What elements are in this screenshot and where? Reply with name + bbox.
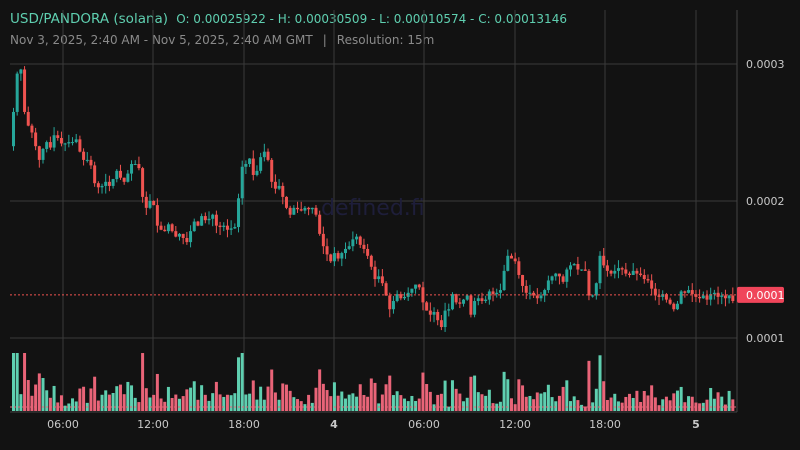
time-tick-label: 4 [330,418,338,431]
current-price-badge: 0.0001 [737,286,785,303]
time-axis[interactable]: 06:00 12:00 18:00 4 06:00 12:00 18:00 5 [47,418,700,431]
ohlc-values: O: 0.00025922 - H: 0.00030509 - L: 0.000… [176,12,567,26]
price-axis[interactable]: 0.0003 0.0002 0.0001 [746,58,785,345]
subtitle-line: Nov 3, 2025, 2:40 AM - Nov 5, 2025, 2:40… [10,33,567,47]
watermark: defined.fi [321,196,425,221]
date-range: Nov 3, 2025, 2:40 AM - Nov 5, 2025, 2:40… [10,33,313,47]
price-tick-label: 0.0003 [746,58,785,71]
price-tick-label: 0.0002 [746,195,785,208]
volume-bars [10,353,737,411]
time-tick-label: 06:00 [408,418,440,431]
time-tick-label: 12:00 [137,418,169,431]
price-tick-label: 0.0001 [746,332,785,345]
price-candles [12,66,735,332]
title-line: USD/PANDORA (solana) O: 0.00025922 - H: … [10,11,567,27]
separator: | [322,33,327,47]
svg-text:0.0001: 0.0001 [746,289,785,302]
grid-lines [10,10,737,412]
time-tick-label: 5 [692,418,700,431]
time-tick-label: 18:00 [228,418,260,431]
time-tick-label: 12:00 [499,418,531,431]
time-tick-label: 06:00 [47,418,79,431]
resolution: Resolution: 15m [336,33,435,47]
pair-title: USD/PANDORA (solana) [10,11,169,27]
chart-header: USD/PANDORA (solana) O: 0.00025922 - H: … [10,11,567,47]
time-tick-label: 18:00 [589,418,621,431]
